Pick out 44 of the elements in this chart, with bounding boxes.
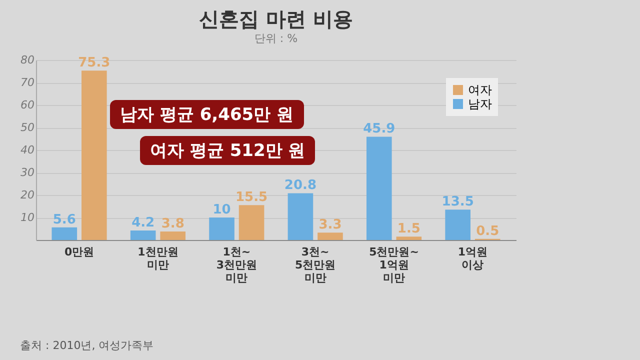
y-tick-label: 30: [20, 166, 34, 179]
y-axis-title: 단위 : %: [254, 32, 298, 45]
x-tick-label: 1천만원 미만: [138, 246, 178, 272]
annotation: 여자 평균 512만 원: [140, 136, 316, 165]
bar: [52, 227, 78, 240]
chart-title: 신혼집 마련 비용: [199, 7, 353, 31]
bar: [288, 193, 314, 240]
x-tick-label: 5천만원~1억원 미만: [369, 246, 419, 284]
bar: [396, 236, 422, 240]
legend-label: 여자: [468, 83, 492, 97]
data-label: 45.9: [363, 122, 396, 137]
x-tick-label: 1억원 이상: [458, 246, 488, 272]
y-tick-label: 40: [20, 144, 34, 156]
data-label: 15.5: [236, 190, 268, 206]
data-label: 3.8: [161, 216, 184, 232]
legend-label: 남자: [468, 97, 492, 111]
y-tick-label: 10: [20, 211, 34, 224]
x-tick-label: 0만원: [64, 246, 94, 258]
y-tick-label: 20: [20, 188, 34, 202]
data-label: 10: [212, 202, 231, 218]
y-tick-label: 80: [20, 54, 34, 66]
data-label: 13.5: [442, 194, 474, 210]
data-label: 0.5: [476, 224, 500, 239]
x-tick-label: 3천~5천만원 미만: [295, 246, 336, 284]
bar: [160, 231, 186, 240]
bar: [366, 136, 392, 240]
bar: [82, 70, 107, 240]
data-label: 3.3: [318, 218, 342, 233]
bar: [209, 218, 234, 240]
data-label: 1.5: [397, 222, 420, 237]
bar: [238, 205, 264, 240]
data-label: 4.2: [132, 216, 155, 231]
bar: [445, 210, 470, 240]
y-tick-label: 60: [20, 98, 34, 112]
y-tick-label: 50: [20, 121, 34, 134]
data-label: 5.6: [52, 212, 76, 228]
y-tick-label: 70: [20, 76, 34, 89]
bar: [318, 232, 343, 240]
data-label: 20.8: [284, 178, 316, 194]
data-label: 75.3: [78, 56, 110, 71]
x-tick-label: 1천~3천만원 미만: [216, 246, 257, 284]
bar: [130, 230, 156, 240]
source-note: 출처 : 2010년, 여성가족부: [20, 338, 154, 353]
annotation: 남자 평균 6,465만 원: [110, 100, 304, 129]
